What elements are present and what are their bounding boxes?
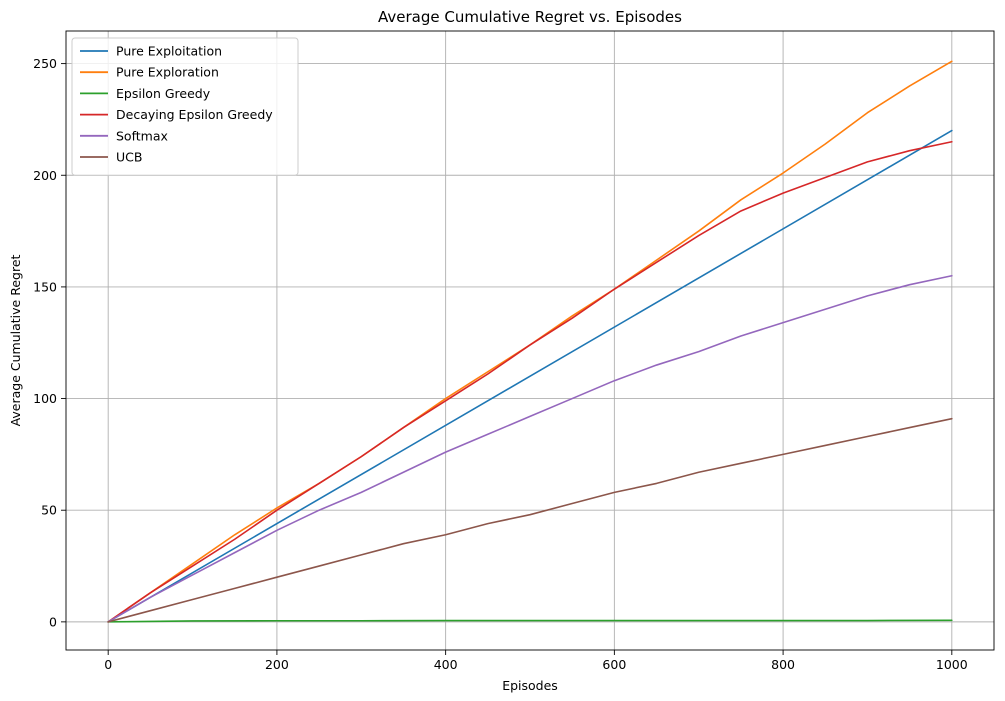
series-line-2 xyxy=(107,619,953,623)
x-tick-label: 200 xyxy=(265,657,289,672)
y-axis: 0 50 100 150 200 250 xyxy=(33,56,66,629)
plot-frame xyxy=(65,30,995,651)
series-layer xyxy=(107,60,953,623)
series-line-5 xyxy=(107,417,953,623)
legend-entry-label: Pure Exploration xyxy=(116,65,219,80)
x-tick-label: 400 xyxy=(434,657,458,672)
y-tick-label: 150 xyxy=(33,279,57,294)
x-tick-label: 600 xyxy=(602,657,626,672)
y-axis-label: Average Cumulative Regret xyxy=(8,254,23,426)
legend-entry-label: Decaying Epsilon Greedy xyxy=(116,107,273,122)
x-tick-label: 800 xyxy=(771,657,795,672)
y-tick-label: 100 xyxy=(33,391,57,406)
x-axis: 0 200 400 600 800 1000 xyxy=(104,650,968,672)
legend: Pure Exploitation Pure Exploration Epsilon… xyxy=(71,37,299,176)
series-line-0 xyxy=(107,129,953,623)
y-tick-label: 200 xyxy=(33,168,57,183)
x-axis-label: Episodes xyxy=(502,678,558,693)
x-tick-label: 0 xyxy=(104,657,112,672)
series-line-4 xyxy=(107,274,953,623)
chart-title: Average Cumulative Regret vs. Episodes xyxy=(378,8,682,26)
legend-box xyxy=(71,37,299,176)
y-tick-label: 250 xyxy=(33,56,57,71)
y-tick-label: 50 xyxy=(41,503,57,518)
legend-entry-label: UCB xyxy=(116,150,142,165)
legend-entry-label: Softmax xyxy=(116,128,168,143)
legend-entry-label: Pure Exploitation xyxy=(116,44,222,59)
x-tick-label: 1000 xyxy=(936,657,968,672)
series-line-3 xyxy=(107,140,953,623)
legend-entry-label: Epsilon Greedy xyxy=(116,86,211,101)
y-tick-label: 0 xyxy=(49,614,57,629)
